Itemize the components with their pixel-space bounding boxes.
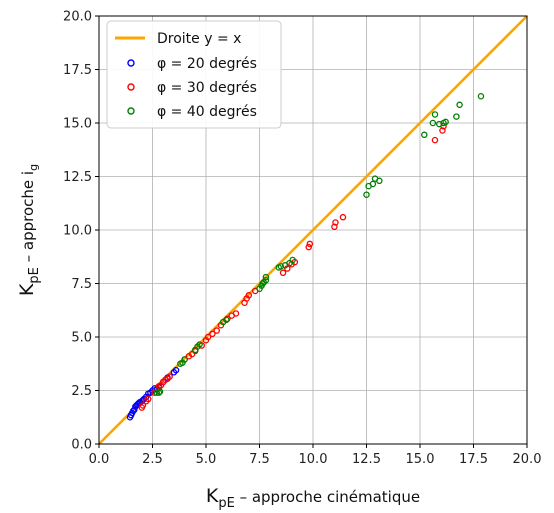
- x-tick-label: 2.5: [142, 452, 163, 467]
- legend-label-phi-30: φ = 30 degrés: [157, 80, 257, 96]
- x-tick-label: 12.5: [352, 452, 381, 467]
- data-point: [306, 240, 314, 248]
- legend-box: [106, 20, 282, 129]
- legend-label-phi-20: φ = 20 degrés: [157, 56, 257, 72]
- x-tick-label: 15.0: [406, 452, 435, 467]
- data-point: [376, 177, 383, 185]
- y-tick-label: 5.0: [71, 331, 92, 346]
- data-point: [332, 219, 339, 226]
- data-points-layer: [126, 93, 485, 421]
- data-point: [442, 118, 449, 126]
- x-tick-label: 10.0: [299, 452, 328, 467]
- data-point: [431, 111, 439, 118]
- y-tick-label: 17.5: [63, 63, 92, 78]
- data-point: [289, 256, 296, 264]
- data-point: [204, 333, 212, 341]
- data-point: [245, 292, 253, 299]
- data-point: [156, 388, 164, 395]
- x-tick-label: 5.0: [196, 452, 217, 467]
- data-point: [262, 273, 270, 281]
- data-point: [262, 277, 270, 284]
- data-point: [213, 327, 220, 334]
- y-tick-label: 20.0: [63, 10, 92, 25]
- y-tick-label: 0.0: [71, 438, 92, 453]
- data-point: [421, 131, 428, 139]
- y-tick-label: 10.0: [63, 224, 92, 239]
- x-tick-label: 7.5: [249, 452, 270, 467]
- data-point: [429, 119, 437, 127]
- legend-label-phi-40: φ = 40 degrés: [157, 104, 257, 120]
- legend: Droite y = x φ = 20 degrés φ = 30 degrés…: [106, 20, 282, 129]
- legend-marker-phi-30: [127, 83, 135, 91]
- reference-line-layer: [98, 15, 528, 445]
- reference-line-y-equals-x: [98, 15, 528, 445]
- data-point: [436, 120, 443, 128]
- data-point: [331, 223, 338, 231]
- y-axis-title: KpE – approche ig: [16, 164, 42, 296]
- data-point: [172, 366, 180, 374]
- series-3: [153, 93, 485, 396]
- data-point: [144, 395, 152, 403]
- data-point: [188, 350, 196, 358]
- x-tick-label: 0.0: [89, 452, 110, 467]
- y-tick-label: 15.0: [63, 117, 92, 132]
- x-tick-label: 17.5: [459, 452, 488, 467]
- data-point: [181, 356, 188, 363]
- y-tick-label: 7.5: [71, 277, 92, 292]
- data-point: [477, 93, 485, 100]
- legend-marker-phi-40: [127, 107, 135, 115]
- series-1: [126, 366, 180, 421]
- x-axis-title: KpE – approche cinématique: [206, 485, 420, 511]
- data-point: [456, 101, 463, 109]
- data-point: [277, 263, 285, 270]
- x-tick-label: 20.0: [513, 452, 542, 467]
- y-tick-label: 2.5: [71, 384, 92, 399]
- data-point: [155, 389, 163, 396]
- data-point: [153, 389, 161, 396]
- data-point: [339, 213, 347, 221]
- legend-marker-phi-20: [127, 59, 135, 67]
- data-point: [363, 191, 370, 198]
- data-point: [196, 341, 203, 348]
- data-point: [439, 127, 446, 134]
- data-point: [279, 269, 287, 277]
- data-point: [209, 330, 216, 338]
- legend-label-reference-line: Droite y = x: [157, 31, 241, 47]
- series-2: [138, 122, 447, 411]
- data-point: [223, 316, 230, 324]
- data-point: [369, 180, 377, 188]
- data-point: [453, 113, 460, 120]
- data-point: [259, 280, 266, 287]
- data-point: [232, 310, 240, 317]
- axis-ticks: 0.00.0 2.5 2.5 5.0 5.0 7.5 7.5 10.0 10.0 12.5 12.5…: [63, 10, 541, 468]
- data-point: [139, 402, 147, 409]
- data-point: [166, 373, 173, 380]
- y-tick-label: 12.5: [63, 170, 92, 185]
- data-point: [305, 243, 312, 251]
- data-point: [224, 315, 231, 323]
- data-point: [286, 259, 293, 267]
- data-point: [431, 136, 439, 144]
